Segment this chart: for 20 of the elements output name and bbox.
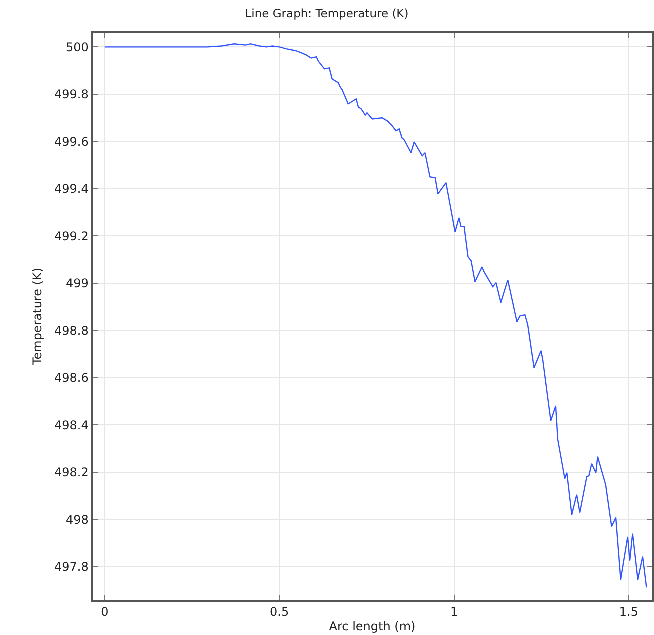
y-tick-label: 499.4 <box>54 182 89 196</box>
y-tick-label: 499.2 <box>54 229 89 244</box>
y-tick-label: 499.8 <box>54 88 89 102</box>
y-tick-label: 498 <box>66 512 89 527</box>
y-tick-label: 499 <box>66 276 89 291</box>
x-tick-label: 0 <box>101 605 109 620</box>
x-axis-title: Arc length (m) <box>329 620 416 634</box>
y-tick-label: 500 <box>66 40 89 54</box>
y-axis-title: Temperature (K) <box>30 268 44 366</box>
y-tick-label: 498.8 <box>54 324 89 338</box>
x-tick-label: 1 <box>450 605 458 620</box>
y-tick-label: 498.2 <box>54 466 89 480</box>
x-tick-label: 0.5 <box>270 605 290 620</box>
chart-title: Line Graph: Temperature (K) <box>245 6 409 21</box>
y-tick-label: 497.8 <box>54 560 89 574</box>
y-tick-label: 499.6 <box>54 134 89 149</box>
x-tick-label: 1.5 <box>619 605 638 620</box>
y-tick-label: 498.4 <box>54 418 89 432</box>
y-tick-label: 498.6 <box>54 371 89 386</box>
line-series <box>104 44 648 588</box>
